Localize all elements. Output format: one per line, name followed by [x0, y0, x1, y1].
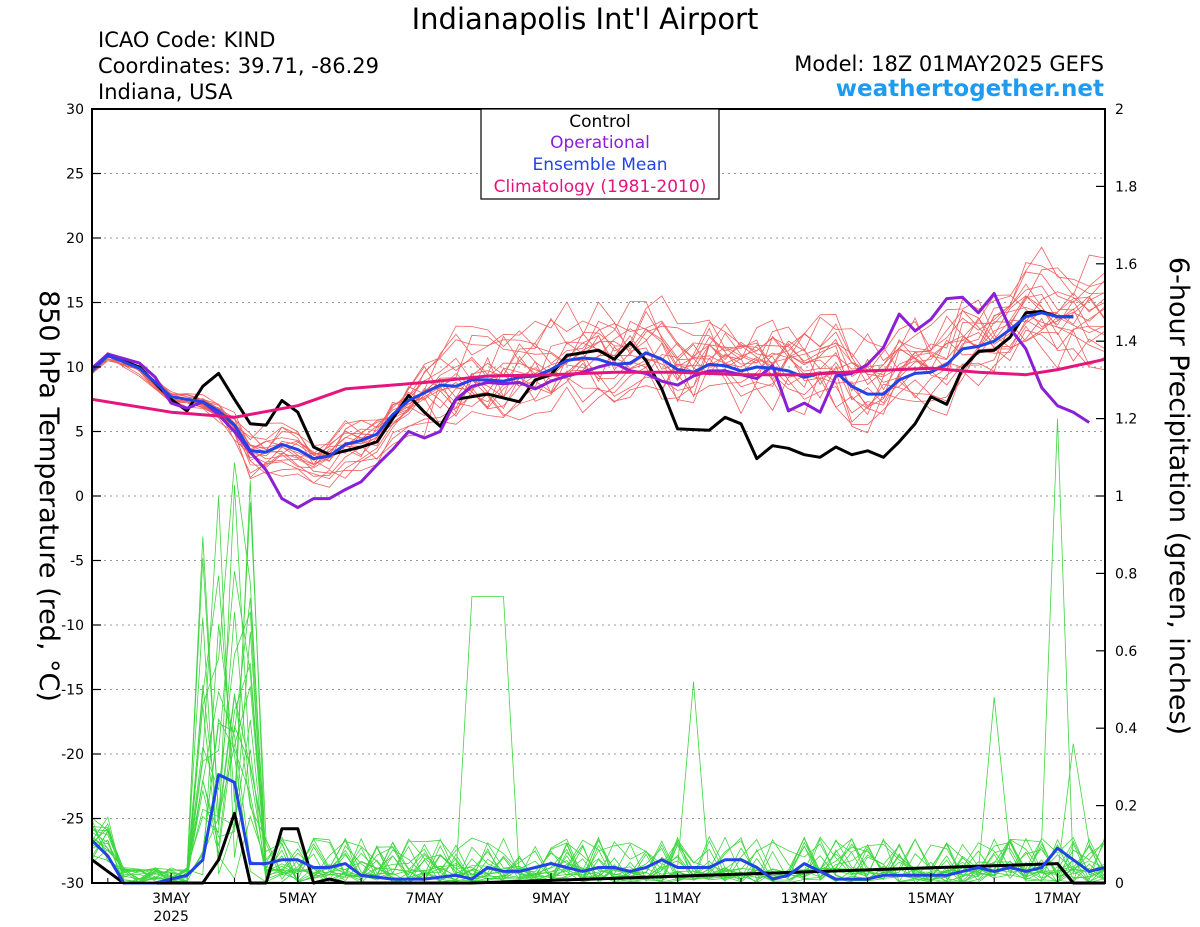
y-axis-right-label: 6-hour Precipitation (green, inches) [1163, 257, 1194, 735]
legend-box [480, 108, 720, 200]
precip-member-line [91, 597, 1106, 883]
temp-member-line [91, 309, 1106, 470]
temp-member-line [91, 297, 1106, 455]
temp-member-line [91, 267, 1106, 457]
left-tick-label: 10 [66, 360, 84, 376]
x-tick-label: 3MAY [152, 891, 190, 907]
location: Indiana, USA [98, 80, 233, 104]
temp-operational-line [90, 292, 1091, 510]
right-tick-label: 0.4 [1115, 721, 1137, 737]
left-tick-label: -30 [61, 876, 84, 892]
right-tick-label: 2 [1115, 102, 1124, 118]
model-run: Model: 18Z 01MAY2025 GEFS [794, 52, 1104, 76]
y-axis-left-label: 850 hPa Temperature (red, °C) [33, 290, 64, 702]
left-tick-label: 30 [66, 102, 84, 118]
precip-member-line [91, 684, 1106, 884]
right-tick-label: 1.2 [1115, 412, 1137, 428]
left-tick-label: 15 [66, 296, 84, 312]
right-tick-label: 1.8 [1115, 179, 1137, 195]
legend-ensemble-mean: Ensemble Mean [532, 155, 667, 175]
left-tick-label: -15 [61, 683, 84, 699]
icao-code: ICAO Code: KIND [98, 28, 276, 52]
temp-member-line [91, 310, 1106, 465]
precip-member-line [91, 693, 1106, 884]
left-tick-label: 25 [66, 167, 84, 183]
left-tick-label: 0 [75, 489, 84, 505]
temp-control-line [90, 310, 1074, 461]
temp-member-line [91, 246, 1106, 462]
coordinates: Coordinates: 39.71, -86.29 [98, 54, 379, 78]
legend-control: Control [569, 112, 630, 132]
ensemble-members [91, 246, 1106, 884]
right-tick-label: 1 [1115, 489, 1124, 505]
axes: -30-25-20-15-10-505101520253000.20.40.60… [61, 102, 1137, 925]
x-tick-label: 9MAY [532, 891, 570, 907]
legend-climatology: Climatology (1981-2010) [494, 177, 707, 197]
legend-operational: Operational [550, 133, 650, 153]
temp-member-line [91, 279, 1106, 446]
right-tick-label: 0.8 [1115, 566, 1137, 582]
temp-member-line [91, 285, 1106, 477]
x-tick-label: 11MAY [654, 891, 701, 907]
left-tick-label: -10 [61, 618, 84, 634]
right-tick-label: 0.6 [1115, 644, 1137, 660]
chart-title: Indianapolis Int'l Airport [411, 2, 759, 36]
website-link[interactable]: weathertogether.net [835, 76, 1104, 102]
temp-ensemble-mean-line [90, 311, 1074, 461]
left-tick-label: -20 [61, 747, 84, 763]
temp-member-line [91, 294, 1106, 484]
precip-member-line [91, 462, 1106, 884]
x-tick-label: 15MAY [907, 891, 954, 907]
left-tick-label: -25 [61, 812, 84, 828]
left-tick-label: -5 [70, 554, 84, 570]
right-tick-label: 0.2 [1115, 799, 1137, 815]
temp-climatology-1981-2010-line [91, 357, 1106, 419]
left-tick-label: 5 [75, 425, 84, 441]
temp-member-line [91, 295, 1106, 480]
x-tick-label: 5MAY [279, 891, 317, 907]
precip-ensemble-mean-line [90, 773, 1106, 885]
temp-member-line [91, 271, 1106, 474]
right-tick-label: 0 [1115, 876, 1124, 892]
precip-member-line [91, 631, 1106, 884]
temp-member-line [91, 283, 1106, 455]
x-year-label: 2025 [153, 909, 189, 925]
x-tick-label: 17MAY [1034, 891, 1081, 907]
main-series [90, 292, 1106, 885]
left-tick-label: 20 [66, 231, 84, 247]
right-tick-label: 1.4 [1115, 334, 1137, 350]
x-tick-label: 7MAY [405, 891, 443, 907]
right-tick-label: 1.6 [1115, 257, 1137, 273]
x-tick-label: 13MAY [781, 891, 828, 907]
legend: Control Operational Ensemble Mean Climat… [480, 108, 720, 200]
